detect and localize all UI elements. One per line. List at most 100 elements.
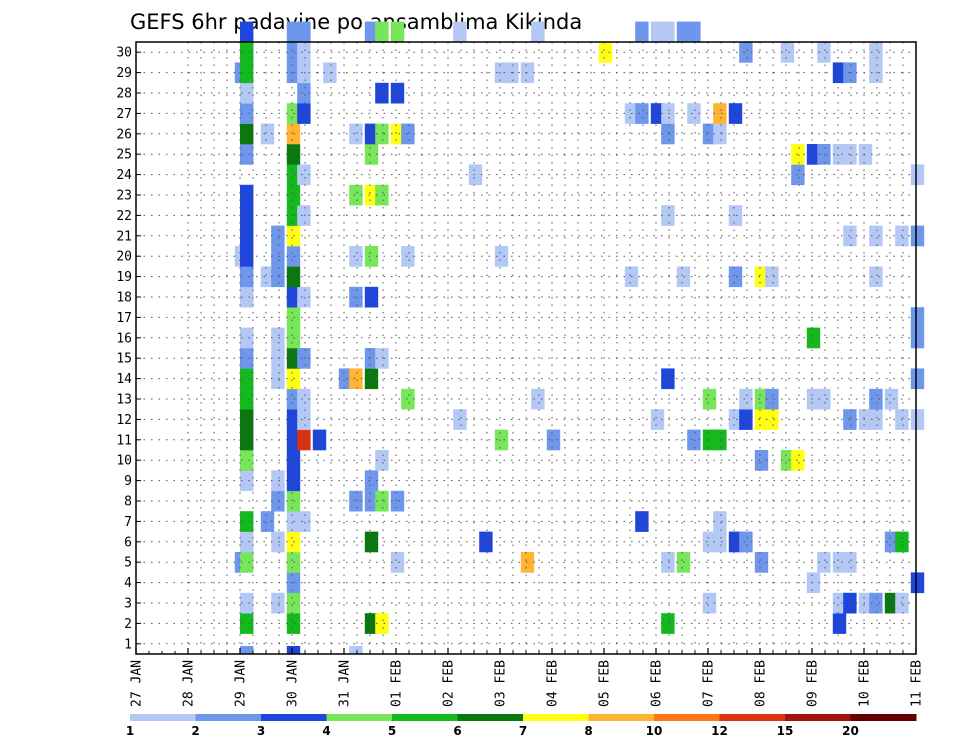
- precip-cell: [910, 164, 925, 186]
- precip-cell: [687, 429, 701, 451]
- precip-cell: [364, 348, 379, 369]
- y-tick-label: 6: [124, 535, 132, 550]
- precip-cell: [297, 42, 311, 63]
- precip-cell: [240, 21, 254, 43]
- x-tick-label: 05 FEB: [598, 660, 613, 707]
- precip-cell: [297, 348, 311, 369]
- precip-cell: [780, 42, 795, 63]
- precip-cell: [338, 368, 353, 390]
- precip-cell: [240, 450, 254, 471]
- precip-cell: [240, 368, 254, 390]
- y-tick-label: 16: [116, 331, 132, 346]
- precip-cell: [598, 42, 613, 63]
- precip-cell: [832, 62, 847, 84]
- precip-cell: [271, 490, 285, 512]
- precip-cell: [297, 164, 311, 186]
- x-tick-label: 07 FEB: [702, 660, 717, 707]
- precip-cell: [240, 327, 254, 349]
- y-tick-label: 2: [124, 617, 132, 632]
- precip-cell: [780, 450, 795, 471]
- legend-swatch: [588, 714, 655, 721]
- legend-swatch: [785, 714, 851, 721]
- precip-cell: [910, 409, 925, 430]
- x-tick-label: 31 JAN: [338, 660, 353, 707]
- precip-cell: [349, 246, 363, 267]
- y-tick-label: 8: [124, 495, 132, 510]
- precip-cell: [375, 490, 389, 512]
- precip-cell: [271, 225, 285, 247]
- legend-swatch: [457, 714, 524, 721]
- precip-cell: [739, 42, 753, 63]
- chart-title: GEFS 6hr padavine po ansamblima Kikinda: [130, 10, 582, 34]
- precip-cell: [713, 531, 727, 553]
- x-tick-label: 27 JAN: [130, 660, 145, 707]
- legend-label: 12: [711, 724, 728, 738]
- precip-cell: [240, 266, 254, 288]
- precip-cell: [349, 646, 363, 655]
- y-tick-label: 5: [124, 556, 132, 571]
- precip-cell: [884, 388, 899, 410]
- y-tick-label: 3: [124, 597, 132, 612]
- precip-cell: [739, 531, 753, 553]
- precip-cell: [297, 21, 311, 43]
- y-tick-label: 4: [124, 576, 132, 591]
- precip-cell: [531, 21, 545, 43]
- legend-label: 8: [584, 724, 592, 738]
- precip-cell: [297, 82, 311, 104]
- precip-cell: [791, 164, 805, 186]
- x-tick-label: 09 FEB: [806, 660, 821, 707]
- precip-cell: [884, 592, 899, 614]
- precip-cell: [390, 490, 405, 512]
- precip-cell: [364, 613, 379, 634]
- legend-swatch: [261, 714, 327, 721]
- precip-cell: [297, 511, 311, 532]
- precip-cell: [364, 490, 379, 512]
- precip-cell: [754, 552, 769, 573]
- precip-cell: [390, 82, 405, 104]
- precip-cell: [832, 144, 847, 165]
- precip-cell: [271, 470, 285, 492]
- y-tick-label: 1: [124, 637, 132, 652]
- precip-cell: [240, 429, 254, 451]
- y-tick-label: 17: [116, 311, 132, 326]
- precip-cell: [286, 21, 301, 43]
- precip-cell: [869, 266, 883, 288]
- y-tick-label: 13: [116, 393, 132, 408]
- precip-cell: [312, 429, 327, 451]
- y-axis: 1234567891011121314151617181920212223242…: [116, 46, 141, 652]
- precip-cell: [240, 62, 254, 84]
- precip-cell: [817, 552, 831, 573]
- x-tick-label: 30 JAN: [286, 660, 301, 707]
- precip-cell: [661, 613, 675, 634]
- precip-cell: [817, 388, 831, 410]
- y-tick-label: 21: [116, 229, 132, 244]
- precip-cell: [364, 123, 379, 145]
- y-tick-label: 11: [116, 433, 132, 448]
- legend-swatch: [392, 714, 458, 721]
- precip-cell: [240, 123, 254, 145]
- precip-cell: [390, 21, 405, 43]
- precip-cell: [240, 144, 254, 165]
- y-tick-label: 19: [116, 270, 132, 285]
- precip-cell: [754, 388, 769, 410]
- precip-cell: [240, 531, 254, 553]
- precip-cell: [240, 246, 254, 267]
- precip-cell: [754, 266, 769, 288]
- precip-cell: [869, 388, 883, 410]
- precip-cell: [260, 266, 275, 288]
- precip-cell: [832, 592, 847, 614]
- precip-cell: [806, 327, 821, 349]
- legend-label: 20: [842, 724, 859, 738]
- precip-cell: [390, 552, 405, 573]
- precip-cell: [910, 225, 925, 247]
- x-tick-label: 29 JAN: [234, 660, 249, 707]
- precip-cell: [806, 572, 821, 594]
- precip-cell: [858, 144, 873, 165]
- precip-cell: [754, 450, 769, 471]
- precip-cell: [240, 511, 254, 532]
- x-tick-label: 01 FEB: [390, 660, 405, 707]
- y-tick-label: 18: [116, 291, 132, 306]
- precip-cell: [349, 490, 363, 512]
- precip-cell: [661, 123, 675, 145]
- precip-cell: [806, 144, 821, 165]
